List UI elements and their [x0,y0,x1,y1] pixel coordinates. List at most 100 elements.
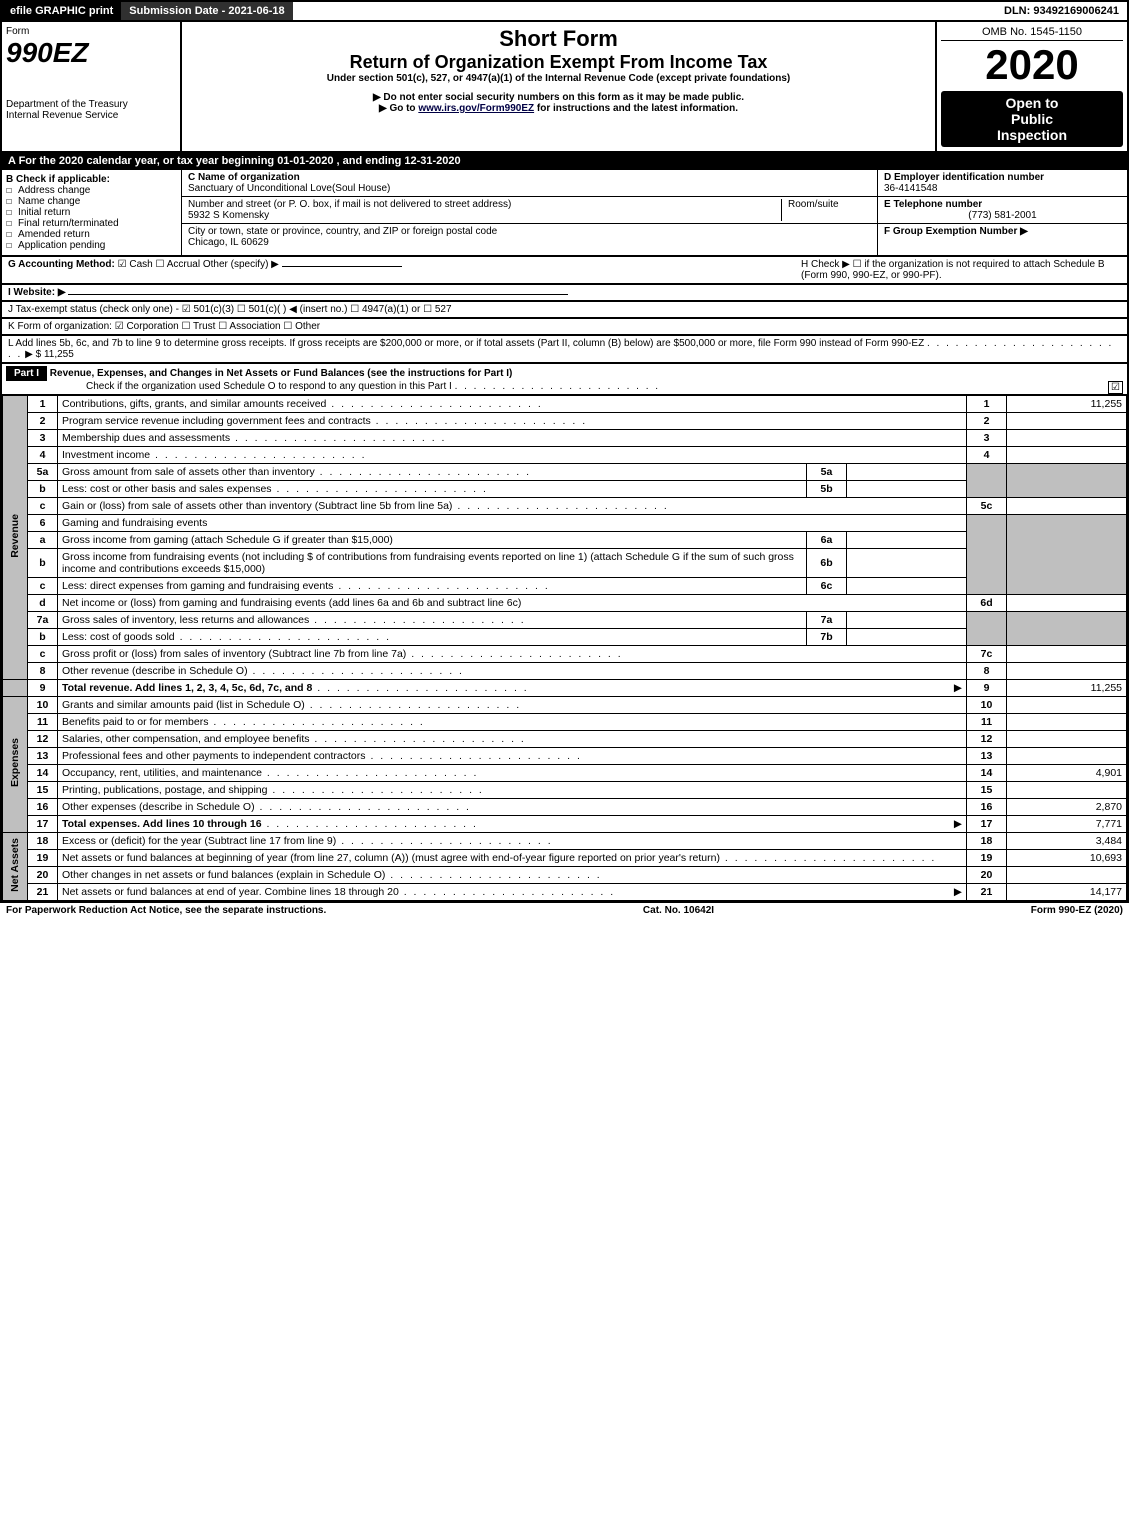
chk-name[interactable]: ☐ Name change [6,196,177,207]
part1-checkbox[interactable]: ☑ [1108,381,1123,394]
amt-8 [1007,663,1127,680]
header-left: Form 990EZ Department of the Treasury In… [2,22,182,151]
amt-1: 11,255 [1007,396,1127,413]
line-6a: Gross income from gaming (attach Schedul… [58,532,807,549]
paperwork-notice: For Paperwork Reduction Act Notice, see … [6,905,326,916]
irs-link[interactable]: www.irs.gov/Form990EZ [418,103,534,114]
line-18: Excess or (deficit) for the year (Subtra… [58,833,967,850]
form-header: Form 990EZ Department of the Treasury In… [0,22,1129,153]
chk-address[interactable]: ☐ Address change [6,185,177,196]
form-of-org: K Form of organization: ☑ Corporation ☐ … [0,319,1129,336]
efile-label[interactable]: efile GRAPHIC print [2,2,121,20]
part1: Part I Revenue, Expenses, and Changes in… [0,364,1129,903]
subamt-7b [847,629,967,646]
info-box: B Check if applicable: ☐ Address change … [0,170,1129,257]
title-return: Return of Organization Exempt From Incom… [186,52,931,73]
form-ref: Form 990-EZ (2020) [1031,905,1123,916]
title-short-form: Short Form [186,26,931,52]
website-input[interactable] [68,294,568,295]
amt-7c [1007,646,1127,663]
line-17: Total expenses. Add lines 10 through 16 … [58,816,967,833]
row-gh: G Accounting Method: ☑ Cash ☐ Accrual Ot… [0,257,1129,285]
subamt-7a [847,612,967,629]
amt-20 [1007,867,1127,884]
subamt-6b [847,549,967,578]
part1-header: Part I Revenue, Expenses, and Changes in… [2,364,1127,395]
line-l: L Add lines 5b, 6c, and 7b to line 9 to … [0,336,1129,364]
netassets-side: Net Assets [3,833,28,901]
line-1: Contributions, gifts, grants, and simila… [58,396,967,413]
part1-label: Part I [6,366,47,381]
form-word: Form [6,26,176,37]
ein-value: 36-4141548 [884,183,937,194]
dept-irs: Internal Revenue Service [6,110,176,121]
amt-2 [1007,413,1127,430]
section-b: B Check if applicable: ☐ Address change … [2,170,182,255]
subamt-5b [847,481,967,498]
b-label: B Check if applicable: [6,174,177,185]
amt-6d [1007,595,1127,612]
subamt-6a [847,532,967,549]
amt-14: 4,901 [1007,765,1127,782]
line-7b: Less: cost of goods sold [58,629,807,646]
chk-cash[interactable]: ☑ Cash [118,259,153,270]
amt-21: 14,177 [1007,884,1127,901]
header-right: OMB No. 1545-1150 2020 Open toPublicInsp… [937,22,1127,151]
phone-value: (773) 581-2001 [884,210,1121,221]
line-3: Membership dues and assessments [58,430,967,447]
header-mid: Short Form Return of Organization Exempt… [182,22,937,151]
subamt-6c [847,578,967,595]
section-def: D Employer identification number36-41415… [877,170,1127,255]
org-name-row: C Name of organization Sanctuary of Unco… [182,170,877,197]
chk-pending[interactable]: ☐ Application pending [6,240,177,251]
line-6b: Gross income from fundraising events (no… [58,549,807,578]
line-6d: Net income or (loss) from gaming and fun… [58,595,967,612]
line-12: Salaries, other compensation, and employ… [58,731,967,748]
group-exemption: F Group Exemption Number ▶ [878,224,1127,239]
subamt-5a [847,464,967,481]
section-c: C Name of organization Sanctuary of Unco… [182,170,877,255]
tax-exempt-status: J Tax-exempt status (check only one) - ☑… [0,302,1129,319]
schedule-b-check: H Check ▶ ☐ if the organization is not r… [801,259,1121,281]
amt-4 [1007,447,1127,464]
org-city: Chicago, IL 60629 [188,237,871,248]
line-11: Benefits paid to or for members [58,714,967,731]
lines-table: Revenue 1Contributions, gifts, grants, a… [2,395,1127,901]
chk-accrual[interactable]: ☐ Accrual [156,259,201,270]
line-7a: Gross sales of inventory, less returns a… [58,612,807,629]
chk-initial[interactable]: ☐ Initial return [6,207,177,218]
expenses-side: Expenses [3,697,28,833]
line-8: Other revenue (describe in Schedule O) [58,663,967,680]
amt-16: 2,870 [1007,799,1127,816]
amt-17: 7,771 [1007,816,1127,833]
omb-number: OMB No. 1545-1150 [941,26,1123,41]
amt-5c [1007,498,1127,515]
city-row: City or town, state or province, country… [182,224,877,250]
chk-amended[interactable]: ☐ Amended return [6,229,177,240]
amt-13 [1007,748,1127,765]
line-5c: Gain or (loss) from sale of assets other… [58,498,967,515]
under-section: Under section 501(c), 527, or 4947(a)(1)… [186,73,931,84]
open-inspection: Open toPublicInspection [941,91,1123,147]
cat-no: Cat. No. 10642I [643,905,714,916]
submission-date: Submission Date - 2021-06-18 [121,2,292,20]
gross-receipts: 11,255 [44,349,74,360]
chk-final[interactable]: ☐ Final return/terminated [6,218,177,229]
line-5b: Less: cost or other basis and sales expe… [58,481,807,498]
amt-15 [1007,782,1127,799]
dln: DLN: 93492169006241 [996,2,1127,20]
line-13: Professional fees and other payments to … [58,748,967,765]
line-7c: Gross profit or (loss) from sales of inv… [58,646,967,663]
amt-11 [1007,714,1127,731]
amt-18: 3,484 [1007,833,1127,850]
website-row: I Website: ▶ [0,285,1129,302]
line-9: Total revenue. Add lines 1, 2, 3, 4, 5c,… [58,680,967,697]
amt-3 [1007,430,1127,447]
line-6: Gaming and fundraising events [58,515,967,532]
goto-line: ▶ Go to www.irs.gov/Form990EZ for instru… [186,103,931,114]
line-19: Net assets or fund balances at beginning… [58,850,967,867]
tax-year-big: 2020 [941,41,1123,89]
line-15: Printing, publications, postage, and shi… [58,782,967,799]
amt-10 [1007,697,1127,714]
line-2: Program service revenue including govern… [58,413,967,430]
